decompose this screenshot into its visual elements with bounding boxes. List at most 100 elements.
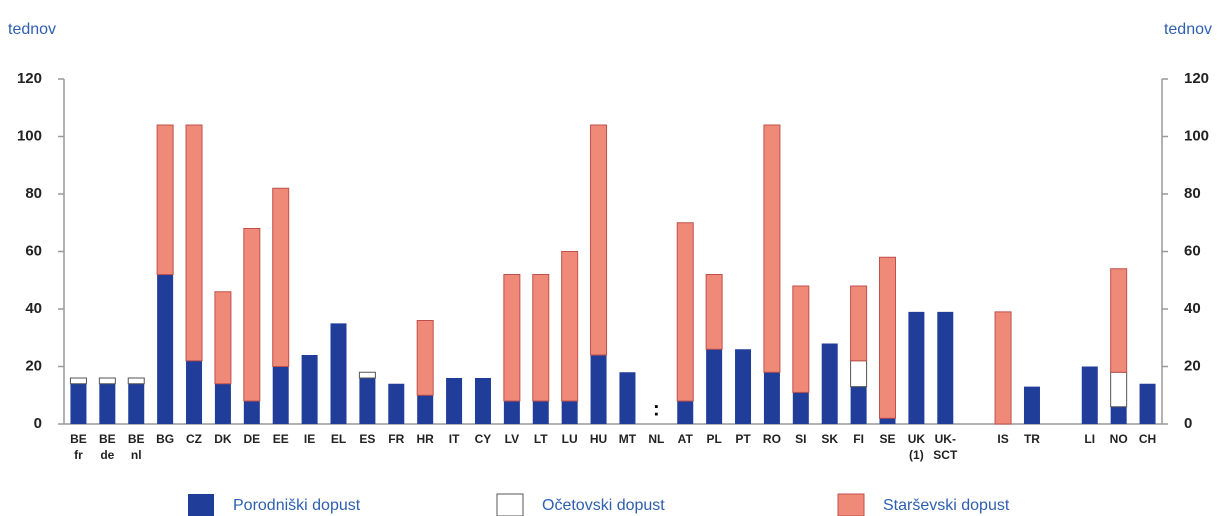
bar-segment (128, 383, 145, 424)
x-tick-label: FR (388, 432, 404, 446)
bar-segment (98, 377, 116, 385)
bar-segment (417, 395, 434, 424)
x-tick-label: LI (1084, 432, 1095, 446)
bar-segment (994, 311, 1012, 425)
legend-label: Očetovski dopust (542, 497, 665, 514)
y-tick-label: 100 (17, 127, 42, 144)
bar-segment (330, 323, 347, 424)
x-tick-label: IE (304, 432, 315, 446)
x-tick-label: BE nl (128, 432, 145, 462)
bar-segment (185, 124, 203, 362)
bar-segment (1110, 371, 1128, 408)
x-tick-label: MT (619, 432, 637, 446)
x-tick-label: HU (590, 432, 607, 446)
bar-segment (127, 377, 145, 385)
bar-segment (590, 355, 607, 424)
bar-segment (792, 392, 809, 424)
bar-segment (561, 251, 579, 402)
bar-segment (735, 349, 752, 424)
y2-tick-label: 80 (1184, 185, 1201, 202)
bar-segment (388, 383, 405, 424)
bar-segment (706, 349, 723, 424)
x-tick-label: PT (735, 432, 751, 446)
bar-segment (1110, 406, 1127, 424)
bar-segment (532, 401, 549, 424)
x-tick-label: TR (1024, 432, 1040, 446)
x-tick-label: BE fr (70, 432, 87, 462)
x-tick-label: CY (475, 432, 492, 446)
x-tick-label: AT (678, 432, 694, 446)
bar-segment (908, 311, 925, 424)
bar-segment (1110, 268, 1128, 373)
x-tick-label: BE de (99, 432, 116, 462)
legend-swatch (188, 494, 214, 516)
bar-segment (1081, 366, 1098, 424)
bar-segment (186, 360, 203, 424)
bar-segment (358, 371, 376, 379)
y-tick-label: 20 (25, 357, 42, 374)
bar-segment (416, 320, 434, 396)
x-tick-label: ES (359, 432, 375, 446)
x-tick-label: SE (879, 432, 895, 446)
bar-segment (359, 378, 376, 424)
x-tick-label: SK (821, 432, 838, 446)
x-tick-label: UK (1) (908, 432, 926, 462)
bar-segment (474, 378, 491, 424)
x-tick-label: UK-SCT (933, 432, 958, 462)
bar-segment (763, 124, 781, 373)
bar-segment (677, 401, 694, 424)
x-tick-label: DE (243, 432, 260, 446)
x-tick-label: IS (997, 432, 1008, 446)
bar-segment (99, 383, 116, 424)
bar-segment (503, 401, 520, 424)
bar-segment (156, 124, 174, 275)
y-tick-label: 80 (25, 185, 42, 202)
legend-label: Porodniški dopust (233, 497, 361, 514)
y-tick-label: 40 (25, 300, 42, 317)
y-tick-label: 120 (17, 70, 42, 87)
bar-segment (214, 383, 231, 424)
x-tick-label: HR (417, 432, 435, 446)
x-tick-label: DK (214, 432, 232, 446)
bar-segment (676, 222, 694, 402)
x-tick-label: CH (1139, 432, 1156, 446)
x-tick-label: FI (853, 432, 864, 446)
x-tick-label: SI (795, 432, 806, 446)
bar-segment (69, 377, 87, 385)
bar-segment (850, 285, 868, 362)
bar-segment (705, 274, 723, 350)
bar-segment (763, 372, 780, 424)
bar-segment (301, 355, 318, 424)
bar-segment (243, 228, 261, 402)
x-tick-label: EE (273, 432, 289, 446)
bar-segment (879, 418, 896, 424)
x-tick-label: LT (534, 432, 548, 446)
bar-segment (243, 401, 260, 424)
x-tick-label: IT (449, 432, 460, 446)
bar-segment (561, 401, 578, 424)
x-tick-label: LV (505, 432, 519, 446)
bar-segment (792, 285, 810, 393)
bar-segment (272, 187, 290, 367)
y2-axis-label: tednov (1164, 21, 1212, 38)
bar-segment (532, 274, 550, 402)
y-tick-label: 60 (25, 242, 42, 259)
bar-segment (1023, 386, 1040, 424)
bar-segment (850, 386, 867, 424)
y2-tick-label: 100 (1184, 127, 1209, 144)
bar-segment (272, 366, 289, 424)
y2-tick-label: 120 (1184, 70, 1209, 87)
x-tick-label: BG (156, 432, 174, 446)
x-tick-label: RO (763, 432, 781, 446)
legend-swatch (837, 493, 865, 516)
bar-segment (157, 274, 174, 424)
bar-segment (1139, 383, 1156, 424)
bar-segment (879, 256, 896, 419)
y2-tick-label: 0 (1184, 415, 1192, 432)
x-tick-label: PL (706, 432, 721, 446)
bar-segment (214, 291, 232, 385)
bar-segment (937, 311, 954, 424)
bar-segment (821, 343, 838, 424)
legend-swatch (496, 493, 524, 516)
